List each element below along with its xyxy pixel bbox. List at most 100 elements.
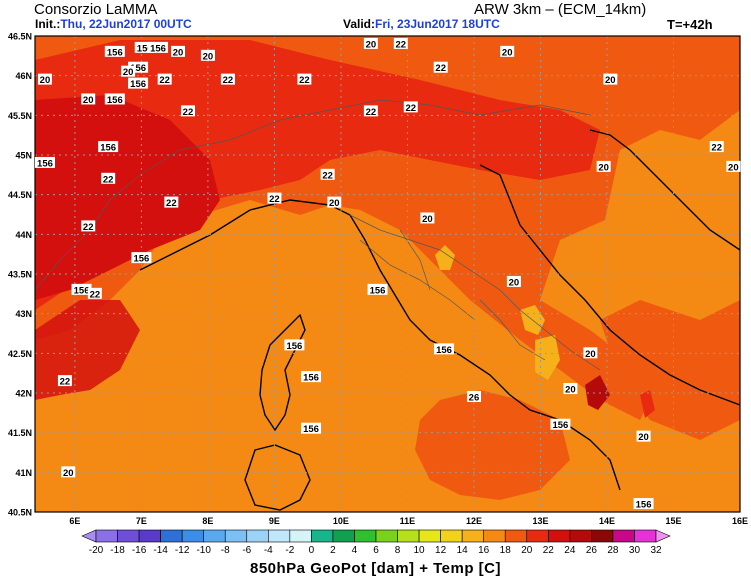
geopotential-label-bg — [148, 41, 169, 53]
temperature-label-bg — [101, 172, 116, 184]
temperature-label-bg — [121, 65, 136, 77]
temperature-label-bg — [420, 212, 435, 224]
temperature-label-bg — [466, 390, 481, 402]
contour-labels: 156 1561561561561561561561561561561561561… — [34, 37, 741, 511]
temperature-label-bg — [37, 73, 52, 85]
temperature-contour-label: 22 — [166, 198, 177, 209]
geopotential-contour-label: 156 — [37, 158, 53, 169]
lon-tick-label: 8E — [202, 516, 213, 526]
lon-tick-label: 16E — [732, 516, 748, 526]
temperature-label-bg — [563, 383, 578, 395]
lon-tick-label: 7E — [136, 516, 147, 526]
colorbar-tick-label: 30 — [629, 545, 641, 556]
colorbar-tick-label: -14 — [153, 545, 168, 556]
colorbar-tick-label: 22 — [543, 545, 555, 556]
init-label: Init.: — [35, 17, 61, 31]
temperature-contour-label: 20 — [123, 67, 134, 78]
lat-tick-label: 45N — [15, 151, 32, 161]
temperature-contour-label: 22 — [396, 39, 407, 50]
temperature-contour-label: 22 — [322, 170, 333, 181]
colorbar-tick-label: -6 — [242, 545, 251, 556]
lat-tick-label: 43N — [15, 309, 32, 319]
colorbar-swatch — [526, 529, 549, 543]
lat-tick-label: 41.5N — [8, 428, 32, 438]
temperature-contour-label: 22 — [405, 103, 416, 114]
temperature-contour-label: 22 — [83, 222, 94, 233]
colorbar-tick-label: -12 — [175, 545, 190, 556]
colorbar-tick-label: 14 — [457, 545, 469, 556]
colorbar-swatch — [483, 529, 506, 543]
temperature-label-bg — [363, 37, 378, 49]
temperature-contour-label: 22 — [711, 143, 722, 154]
geopotential-label-bg — [104, 45, 125, 57]
temperature-label-bg — [506, 275, 521, 287]
temperature-contour-label: 20 — [638, 432, 649, 443]
temperature-field — [35, 36, 740, 512]
temperature-label-bg — [709, 141, 724, 153]
temperature-contour-label: 22 — [103, 174, 114, 185]
temperature-contour-label: 20 — [40, 75, 51, 86]
temperature-label-bg — [583, 347, 598, 359]
longitude-labels: 6E 7E 8E 9E 10E 11E 12E 13E 14E 15E 16E — [69, 516, 748, 526]
map-frame — [34, 35, 741, 513]
init-value: Thu, 22Jun2017 00UTC — [60, 17, 192, 31]
colorbar-tick-label: 24 — [564, 545, 576, 556]
colorbar-swatch — [117, 529, 140, 543]
geopotential-contour-label: 156 — [150, 43, 166, 54]
temperature-label-bg — [433, 61, 448, 73]
temperature-label-bg — [200, 49, 215, 61]
temperature-contour-label: 20 — [502, 47, 513, 58]
geopotential-contour-label: 156 — [130, 63, 146, 74]
geopotential-contour-label: 156 — [107, 47, 123, 58]
colorbar-tick-label: -2 — [285, 545, 294, 556]
colorbar-tick-label: -16 — [132, 545, 147, 556]
geopotential-label-bg — [434, 343, 455, 355]
temperature-contour-label: 22 — [90, 289, 101, 300]
geopotential-contour-label: 156 — [74, 285, 90, 296]
temperature-label-bg — [81, 93, 96, 105]
colorbar-min-arrow — [81, 529, 97, 543]
temperature-label-bg — [267, 192, 282, 204]
temperature-label-bg — [403, 101, 418, 113]
geopotential-label-bg — [131, 252, 152, 264]
colorbar-tick-label: -20 — [89, 545, 104, 556]
colorbar: -20 -18 -16 -14 -12 -10 -8 -6 -4 -2 0 2 4 6 8 10 12 14 16 1… — [81, 529, 671, 556]
colorbar-swatch — [397, 529, 420, 543]
temperature-contour-label: 20 — [366, 39, 377, 50]
geopotential-label-bg — [134, 41, 155, 53]
geopotential-label-bg — [550, 418, 571, 430]
colorbar-swatch — [612, 529, 635, 543]
temperature-contour-label: 20 — [605, 75, 616, 86]
colorbar-tick-label: 10 — [414, 545, 426, 556]
geopotential-label-bg — [301, 422, 322, 434]
colorbar-swatch — [440, 529, 463, 543]
temperature-label-bg — [596, 160, 611, 172]
temperature-label-bg — [393, 37, 408, 49]
colorbar-tick-label: 28 — [607, 545, 619, 556]
temperature-contour-label: 22 — [60, 377, 71, 388]
colorbar-swatch — [634, 529, 657, 543]
temperature-label-bg — [61, 466, 76, 478]
colorbar-swatch — [354, 529, 377, 543]
colorbar-tick-label: 16 — [478, 545, 490, 556]
colorbar-tick-label: 6 — [373, 545, 379, 556]
temperature-contour-label: 20 — [728, 162, 739, 173]
lon-tick-label: 10E — [333, 516, 349, 526]
org-title: Consorzio LaMMA — [34, 1, 158, 18]
lat-tick-label: 41N — [15, 468, 32, 478]
temperature-contour-label: 22 — [223, 75, 234, 86]
lon-tick-label: 15E — [665, 516, 681, 526]
lat-tick-label: 44N — [15, 230, 32, 240]
lat-tick-label: 44.5N — [8, 190, 32, 200]
colorbar-tick-label: 0 — [309, 545, 315, 556]
colorbar-swatch — [246, 529, 269, 543]
temperature-contour-label: 20 — [565, 385, 576, 396]
geopotential-contour-label: 156 — [133, 254, 149, 265]
geopotential-label-bg — [128, 61, 149, 73]
temperature-label-bg — [180, 105, 195, 117]
temperature-contour-label: 20 — [598, 162, 609, 173]
coastlines — [139, 129, 740, 511]
temperature-label-bg — [157, 73, 172, 85]
geopotential-label-bg — [284, 339, 305, 351]
